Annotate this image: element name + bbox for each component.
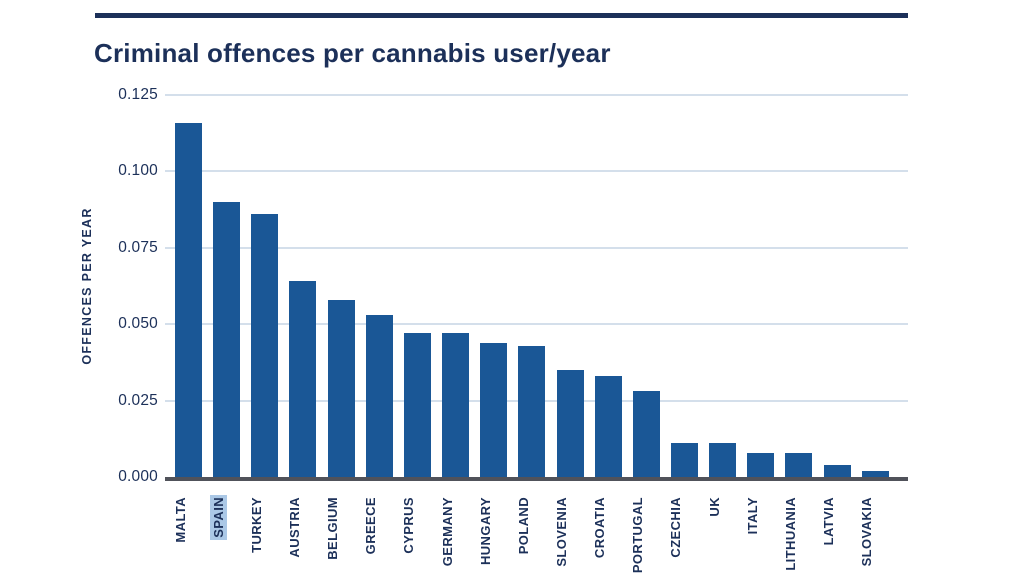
bar-slovenia	[556, 370, 584, 477]
gridline-0.075	[165, 246, 908, 249]
bar-austria	[289, 281, 317, 477]
x-tick-label-czechia: CZECHIA	[668, 497, 684, 558]
x-tick-label-austria: AUSTRIA	[286, 497, 302, 558]
y-tick-label: 0.125	[118, 86, 158, 103]
x-tick-label-slovakia: SLOVAKIA	[859, 497, 875, 567]
y-axis-title: OFFENCES PER YEAR	[80, 207, 94, 365]
y-tick-label: 0.100	[118, 162, 158, 180]
y-tick-label: 0.025	[118, 391, 158, 409]
bar-slovakia	[861, 470, 889, 477]
bar-hungary	[480, 342, 508, 477]
bar-poland	[518, 345, 546, 477]
x-axis-line	[165, 477, 908, 481]
x-tick-label-latvia: LATVIA	[821, 497, 837, 546]
gridline-0.1	[165, 170, 908, 173]
y-tick-label: 0.050	[118, 315, 158, 333]
title-rule	[95, 13, 908, 18]
x-tick-label-croatia: CROATIA	[592, 497, 608, 559]
bar-portugal	[632, 391, 660, 477]
bar-lithuania	[785, 452, 813, 477]
x-tick-label-belgium: BELGIUM	[325, 497, 341, 560]
x-tick-label-portugal: PORTUGAL	[630, 497, 646, 574]
y-tick-label: 0.000	[118, 468, 158, 485]
x-tick-label-malta: MALTA	[172, 497, 188, 543]
bar-latvia	[823, 464, 851, 477]
bar-belgium	[327, 299, 355, 477]
x-tick-label-greece: GREECE	[363, 497, 379, 555]
bar-italy	[747, 452, 775, 477]
bar-cyprus	[403, 333, 431, 477]
x-tick-label-germany: GERMANY	[439, 497, 455, 567]
x-tick-label-turkey: TURKEY	[248, 497, 264, 553]
x-tick-label-cyprus: CYPRUS	[401, 497, 417, 554]
gridline-0.125	[165, 94, 908, 96]
bar-uk	[709, 443, 737, 477]
gridline-0.05	[165, 323, 908, 326]
y-tick-label: 0.075	[118, 238, 158, 256]
x-tick-label-italy: ITALY	[744, 497, 760, 535]
x-tick-label-hungary: HUNGARY	[477, 497, 493, 566]
bar-germany	[442, 333, 470, 477]
bar-turkey	[251, 214, 279, 477]
x-tick-label-lithuania: LITHUANIA	[782, 497, 798, 571]
x-tick-label-slovenia: SLOVENIA	[554, 497, 569, 567]
x-tick-label-poland: POLAND	[515, 497, 531, 555]
bar-croatia	[594, 376, 622, 477]
x-tick-label-spain: SPAIN	[209, 495, 227, 576]
highlighted-label: SPAIN	[209, 495, 227, 540]
bar-czechia	[670, 443, 698, 477]
chart-title: Criminal offences per cannabis user/year	[94, 38, 611, 69]
x-tick-label-uk: UK	[706, 497, 722, 517]
bar-greece	[365, 315, 393, 477]
bar-spain	[213, 201, 241, 477]
bar-malta	[175, 122, 202, 477]
